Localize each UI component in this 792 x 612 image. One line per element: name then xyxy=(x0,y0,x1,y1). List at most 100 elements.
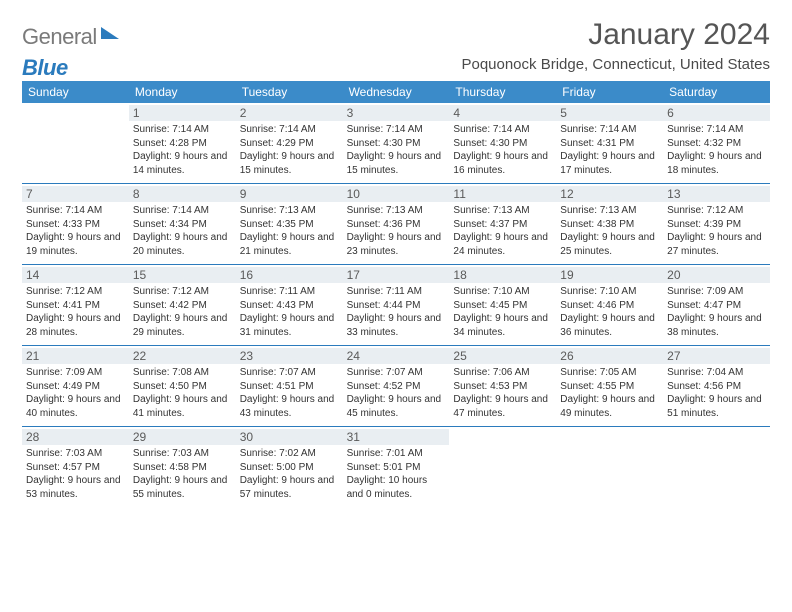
day-info: Sunrise: 7:09 AMSunset: 4:49 PMDaylight:… xyxy=(26,366,125,420)
day-cell: 26 Sunrise: 7:05 AMSunset: 4:55 PMDayligh… xyxy=(556,346,663,426)
day-info: Sunrise: 7:08 AMSunset: 4:50 PMDaylight:… xyxy=(133,366,232,420)
day-number: 16 xyxy=(236,267,343,283)
day-info: Sunrise: 7:09 AMSunset: 4:47 PMDaylight:… xyxy=(667,285,766,339)
day-info: Sunrise: 7:06 AMSunset: 4:53 PMDaylight:… xyxy=(453,366,552,420)
calendar-week: 7 Sunrise: 7:14 AMSunset: 4:33 PMDaylight… xyxy=(22,184,770,265)
day-info: Sunrise: 7:14 AMSunset: 4:32 PMDaylight:… xyxy=(667,123,766,177)
location-subtitle: Poquonock Bridge, Connecticut, United St… xyxy=(461,56,770,73)
day-cell: 13Sunrise: 7:12 AMSunset: 4:39 PMDayligh… xyxy=(663,184,770,264)
weekday-label: Wednesday xyxy=(343,81,450,103)
day-number: 28 xyxy=(22,429,129,445)
day-info: Sunrise: 7:10 AMSunset: 4:45 PMDaylight:… xyxy=(453,285,552,339)
day-info: Sunrise: 7:01 AMSunset: 5:01 PMDaylight:… xyxy=(347,447,446,501)
day-number: 23 xyxy=(236,348,343,364)
day-cell: 28Sunrise: 7:03 AMSunset: 4:57 PMDayligh… xyxy=(22,427,129,507)
weekday-label: Tuesday xyxy=(236,81,343,103)
day-cell: 20 Sunrise: 7:09 AMSunset: 4:47 PMDayligh… xyxy=(663,265,770,345)
day-number: 17 xyxy=(343,267,450,283)
weekday-label: Saturday xyxy=(663,81,770,103)
day-cell: 10 Sunrise: 7:13 AMSunset: 4:36 PMDayligh… xyxy=(343,184,450,264)
day-number: 4 xyxy=(449,105,556,121)
empty-cell xyxy=(663,427,770,507)
day-cell: 19Sunrise: 7:10 AMSunset: 4:46 PMDayligh… xyxy=(556,265,663,345)
day-number: 9 xyxy=(236,186,343,202)
day-info: Sunrise: 7:14 AMSunset: 4:34 PMDaylight:… xyxy=(133,204,232,258)
day-cell: 30 Sunrise: 7:02 AMSunset: 5:00 PMDayligh… xyxy=(236,427,343,507)
day-info: Sunrise: 7:13 AMSunset: 4:36 PMDaylight:… xyxy=(347,204,446,258)
empty-cell xyxy=(22,103,129,183)
calendar-week: 21 Sunrise: 7:09 AMSunset: 4:49 PMDayligh… xyxy=(22,346,770,427)
day-info: Sunrise: 7:07 AMSunset: 4:52 PMDaylight:… xyxy=(347,366,446,420)
day-info: Sunrise: 7:14 AMSunset: 4:30 PMDaylight:… xyxy=(347,123,446,177)
day-info: Sunrise: 7:11 AMSunset: 4:44 PMDaylight:… xyxy=(347,285,446,339)
logo-text-gray: General xyxy=(22,24,97,50)
day-number: 27 xyxy=(663,348,770,364)
weekday-label: Friday xyxy=(556,81,663,103)
day-info: Sunrise: 7:14 AMSunset: 4:29 PMDaylight:… xyxy=(240,123,339,177)
day-cell: 18 Sunrise: 7:10 AMSunset: 4:45 PMDayligh… xyxy=(449,265,556,345)
day-cell: 16 Sunrise: 7:11 AMSunset: 4:43 PMDayligh… xyxy=(236,265,343,345)
day-number: 25 xyxy=(449,348,556,364)
logo-text-blue: Blue xyxy=(22,55,68,81)
day-cell: 6 Sunrise: 7:14 AMSunset: 4:32 PMDaylight… xyxy=(663,103,770,183)
day-info: Sunrise: 7:02 AMSunset: 5:00 PMDaylight:… xyxy=(240,447,339,501)
logo-triangle-icon xyxy=(101,27,119,39)
day-cell: 25 Sunrise: 7:06 AMSunset: 4:53 PMDayligh… xyxy=(449,346,556,426)
day-cell: 12 Sunrise: 7:13 AMSunset: 4:38 PMDayligh… xyxy=(556,184,663,264)
day-number: 21 xyxy=(22,348,129,364)
calendar-week: 1 Sunrise: 7:14 AMSunset: 4:28 PMDaylight… xyxy=(22,103,770,184)
day-info: Sunrise: 7:14 AMSunset: 4:30 PMDaylight:… xyxy=(453,123,552,177)
empty-cell xyxy=(449,427,556,507)
day-cell: 29Sunrise: 7:03 AMSunset: 4:58 PMDayligh… xyxy=(129,427,236,507)
day-number: 3 xyxy=(343,105,450,121)
day-number: 31 xyxy=(343,429,450,445)
day-number: 20 xyxy=(663,267,770,283)
day-cell: 22 Sunrise: 7:08 AMSunset: 4:50 PMDayligh… xyxy=(129,346,236,426)
day-info: Sunrise: 7:10 AMSunset: 4:46 PMDaylight:… xyxy=(560,285,659,339)
day-info: Sunrise: 7:12 AMSunset: 4:41 PMDaylight:… xyxy=(26,285,125,339)
day-cell: 11Sunrise: 7:13 AMSunset: 4:37 PMDayligh… xyxy=(449,184,556,264)
day-number: 18 xyxy=(449,267,556,283)
day-number: 22 xyxy=(129,348,236,364)
day-number: 26 xyxy=(556,348,663,364)
day-cell: 5Sunrise: 7:14 AMSunset: 4:31 PMDaylight… xyxy=(556,103,663,183)
day-cell: 17 Sunrise: 7:11 AMSunset: 4:44 PMDayligh… xyxy=(343,265,450,345)
day-cell: 21 Sunrise: 7:09 AMSunset: 4:49 PMDayligh… xyxy=(22,346,129,426)
day-info: Sunrise: 7:05 AMSunset: 4:55 PMDaylight:… xyxy=(560,366,659,420)
day-cell: 7 Sunrise: 7:14 AMSunset: 4:33 PMDaylight… xyxy=(22,184,129,264)
day-cell: 8 Sunrise: 7:14 AMSunset: 4:34 PMDaylight… xyxy=(129,184,236,264)
weekday-header: SundayMondayTuesdayWednesdayThursdayFrid… xyxy=(22,81,770,103)
weekday-label: Monday xyxy=(129,81,236,103)
day-cell: 15Sunrise: 7:12 AMSunset: 4:42 PMDayligh… xyxy=(129,265,236,345)
day-number: 14 xyxy=(22,267,129,283)
day-cell: 31 Sunrise: 7:01 AMSunset: 5:01 PMDayligh… xyxy=(343,427,450,507)
day-number: 12 xyxy=(556,186,663,202)
day-number: 10 xyxy=(343,186,450,202)
day-cell: 4 Sunrise: 7:14 AMSunset: 4:30 PMDaylight… xyxy=(449,103,556,183)
day-number: 13 xyxy=(663,186,770,202)
day-info: Sunrise: 7:13 AMSunset: 4:38 PMDaylight:… xyxy=(560,204,659,258)
day-cell: 23 Sunrise: 7:07 AMSunset: 4:51 PMDayligh… xyxy=(236,346,343,426)
calendar-week: 14 Sunrise: 7:12 AMSunset: 4:41 PMDayligh… xyxy=(22,265,770,346)
day-info: Sunrise: 7:11 AMSunset: 4:43 PMDaylight:… xyxy=(240,285,339,339)
day-number: 1 xyxy=(129,105,236,121)
day-number: 6 xyxy=(663,105,770,121)
calendar-grid: 1 Sunrise: 7:14 AMSunset: 4:28 PMDaylight… xyxy=(22,103,770,507)
day-info: Sunrise: 7:14 AMSunset: 4:31 PMDaylight:… xyxy=(560,123,659,177)
day-cell: 3 Sunrise: 7:14 AMSunset: 4:30 PMDaylight… xyxy=(343,103,450,183)
day-number: 30 xyxy=(236,429,343,445)
empty-cell xyxy=(556,427,663,507)
day-info: Sunrise: 7:07 AMSunset: 4:51 PMDaylight:… xyxy=(240,366,339,420)
day-number: 24 xyxy=(343,348,450,364)
day-number: 7 xyxy=(22,186,129,202)
day-cell: 2 Sunrise: 7:14 AMSunset: 4:29 PMDaylight… xyxy=(236,103,343,183)
day-info: Sunrise: 7:14 AMSunset: 4:28 PMDaylight:… xyxy=(133,123,232,177)
day-cell: 14 Sunrise: 7:12 AMSunset: 4:41 PMDayligh… xyxy=(22,265,129,345)
day-info: Sunrise: 7:14 AMSunset: 4:33 PMDaylight:… xyxy=(26,204,125,258)
calendar: SundayMondayTuesdayWednesdayThursdayFrid… xyxy=(22,81,770,507)
calendar-week: 28Sunrise: 7:03 AMSunset: 4:57 PMDayligh… xyxy=(22,427,770,507)
day-number: 2 xyxy=(236,105,343,121)
day-info: Sunrise: 7:13 AMSunset: 4:37 PMDaylight:… xyxy=(453,204,552,258)
day-number: 8 xyxy=(129,186,236,202)
weekday-label: Sunday xyxy=(22,81,129,103)
